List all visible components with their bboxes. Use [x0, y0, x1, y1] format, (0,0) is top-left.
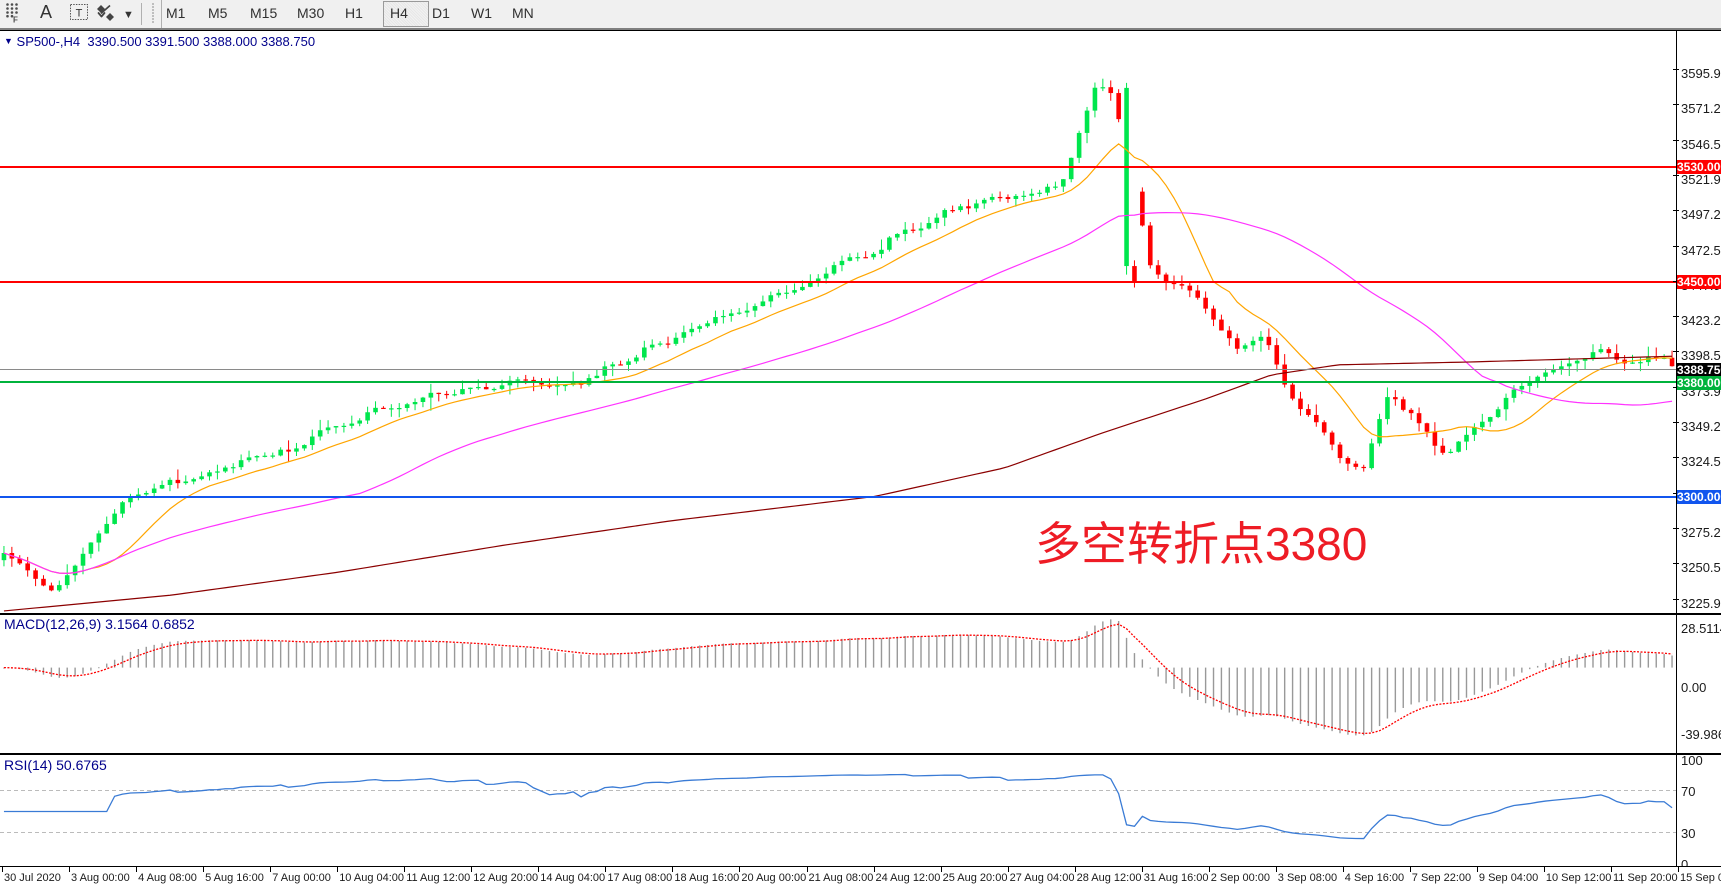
- svg-text:T: T: [76, 8, 83, 20]
- svg-text:F: F: [13, 16, 18, 24]
